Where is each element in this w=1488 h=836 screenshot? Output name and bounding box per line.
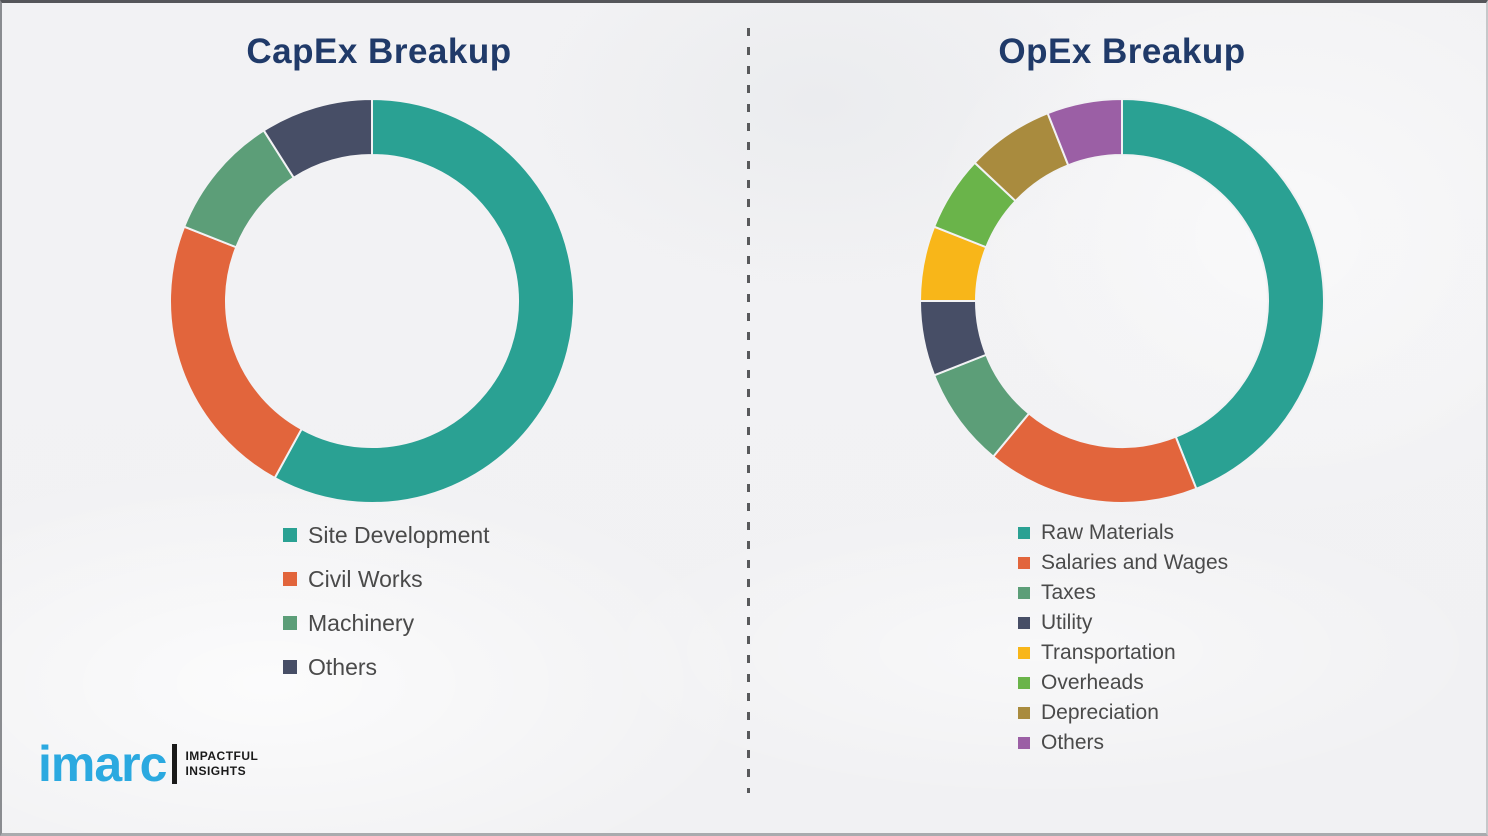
legend-item: Raw Materials bbox=[1018, 518, 1228, 548]
legend-label: Transportation bbox=[1041, 641, 1176, 664]
donut-slice-raw-materials bbox=[1121, 98, 1325, 490]
legend-label: Raw Materials bbox=[1041, 521, 1175, 544]
imarc-logo-wordmark: imarc bbox=[38, 736, 167, 792]
donut-slice-salaries-and-wages bbox=[992, 412, 1198, 504]
legend-item: Others bbox=[283, 645, 490, 689]
legend-swatch-utility bbox=[1018, 617, 1030, 629]
legend-item: Site Development bbox=[283, 513, 490, 557]
tagline-line1: IMPACTFUL bbox=[185, 749, 259, 763]
legend-swatch-others-capex bbox=[283, 660, 297, 674]
legend-label: Machinery bbox=[308, 609, 415, 636]
legend-swatch-machinery bbox=[283, 616, 297, 630]
imarc-logo-divider-bar bbox=[172, 744, 178, 784]
legend-label: Depreciation bbox=[1041, 701, 1159, 724]
capex-title: CapEx Breakup bbox=[246, 32, 512, 71]
legend-label: Overheads bbox=[1041, 671, 1144, 694]
legend-item: Civil Works bbox=[283, 557, 490, 601]
donut-slice-others bbox=[262, 98, 373, 179]
legend-item: Others bbox=[1018, 728, 1228, 758]
legend-swatch-salaries-and-wages bbox=[1018, 557, 1030, 569]
donut-slice-civil-works bbox=[169, 225, 303, 480]
legend-swatch-taxes bbox=[1018, 587, 1030, 599]
legend-swatch-overheads bbox=[1018, 677, 1030, 689]
legend-label: Salaries and Wages bbox=[1041, 551, 1229, 574]
legend-label: Others bbox=[1041, 731, 1105, 754]
opex-title: OpEx Breakup bbox=[998, 32, 1246, 71]
legend-swatch-civil-works bbox=[283, 572, 297, 586]
legend-swatch-site-development bbox=[283, 528, 297, 542]
legend-label: Site Development bbox=[308, 521, 490, 548]
imarc-logo: imarc IMPACTFUL INSIGHTS bbox=[38, 739, 258, 789]
legend-item: Taxes bbox=[1018, 578, 1228, 608]
capex-donut-chart bbox=[169, 98, 576, 504]
legend-label: Utility bbox=[1041, 611, 1093, 634]
legend-label: Civil Works bbox=[308, 565, 423, 592]
legend-item: Depreciation bbox=[1018, 698, 1228, 728]
opex-donut-chart bbox=[919, 98, 1325, 504]
legend-label: Taxes bbox=[1041, 581, 1096, 604]
imarc-logo-tagline: IMPACTFUL INSIGHTS bbox=[185, 749, 258, 779]
legend-item: Utility bbox=[1018, 608, 1228, 638]
legend-item: Salaries and Wages bbox=[1018, 548, 1228, 578]
vertical-dashed-divider bbox=[747, 28, 750, 793]
legend-item: Transportation bbox=[1018, 638, 1228, 668]
donut-slice-site-development bbox=[273, 98, 576, 504]
legend-swatch-transportation bbox=[1018, 647, 1030, 659]
opex-legend: Raw Materials Salaries and Wages Taxes U… bbox=[1018, 518, 1228, 758]
donut-slice-others bbox=[1046, 98, 1123, 167]
capex-legend: Site Development Civil Works Machinery O… bbox=[283, 513, 490, 689]
tagline-line2: INSIGHTS bbox=[185, 764, 247, 778]
legend-swatch-others-opex bbox=[1018, 737, 1030, 749]
legend-item: Machinery bbox=[283, 601, 490, 645]
legend-label: Others bbox=[308, 653, 378, 680]
legend-swatch-raw-materials bbox=[1018, 527, 1030, 539]
legend-swatch-depreciation bbox=[1018, 707, 1030, 719]
legend-item: Overheads bbox=[1018, 668, 1228, 698]
